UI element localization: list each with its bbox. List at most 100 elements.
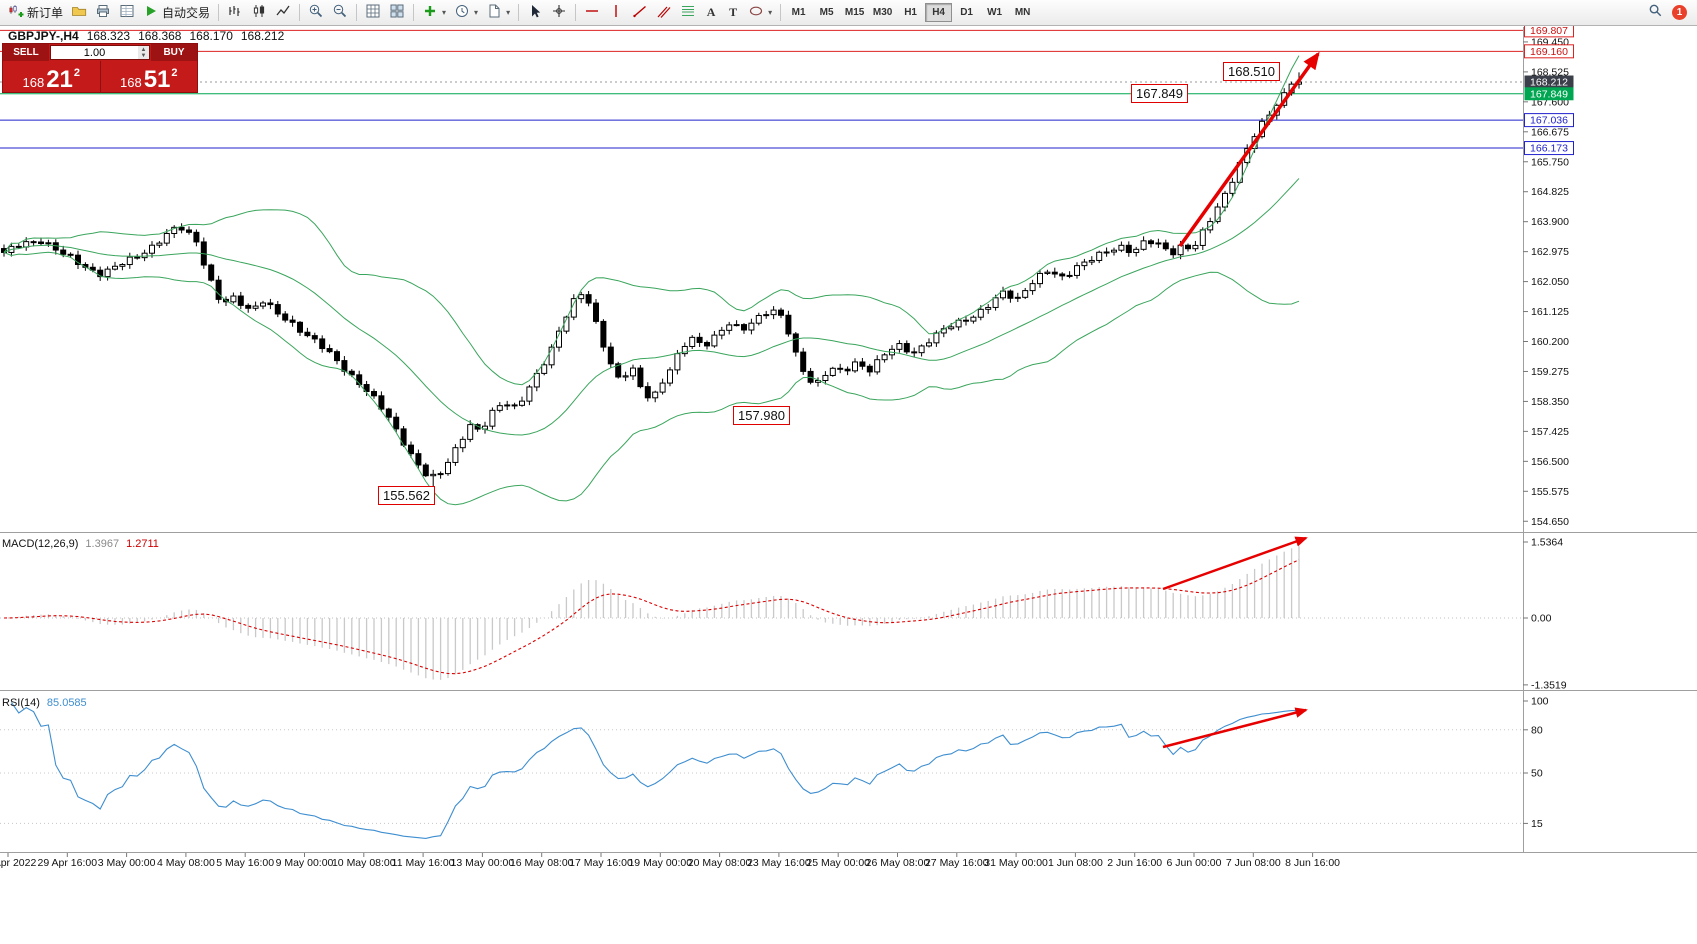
text-tool-button[interactable]: A <box>700 2 722 23</box>
channel-button[interactable] <box>652 2 676 23</box>
clock-icon <box>454 3 470 22</box>
fibonacci-button[interactable] <box>676 2 700 23</box>
print-icon <box>95 3 111 22</box>
price-annotation[interactable]: 168.510 <box>1223 62 1280 81</box>
price-annotation[interactable]: 155.562 <box>378 486 435 505</box>
zoom-out-button[interactable] <box>328 2 352 23</box>
buy-price[interactable]: 168 51 2 <box>99 61 198 93</box>
new-order-label: 新订单 <box>27 6 64 20</box>
timeframe-h4[interactable]: H4 <box>925 3 953 22</box>
indicators-icon <box>422 3 438 22</box>
horizontal-line-icon <box>584 3 600 22</box>
ohlc-close: 168.212 <box>240 29 285 43</box>
channel-icon <box>656 3 672 22</box>
autotrading-button[interactable]: 自动交易 <box>139 2 214 23</box>
buy-price-figure: 168 <box>119 74 142 90</box>
price-axis[interactable] <box>1523 27 1697 852</box>
macd-panel[interactable] <box>0 535 1523 688</box>
bar-chart-icon <box>227 3 243 22</box>
toolbar-separator <box>575 4 577 21</box>
search-icon[interactable] <box>1648 3 1663 23</box>
chevron-down-icon: ▾ <box>768 8 773 17</box>
tile-windows-button[interactable] <box>385 2 409 23</box>
volume-stepper[interactable]: ▲ ▼ <box>138 46 149 59</box>
indicators-button[interactable]: ▾ <box>418 2 450 23</box>
price-annotation[interactable]: 167.849 <box>1131 84 1188 103</box>
stepper-down-icon: ▼ <box>140 52 147 59</box>
zoom-in-icon <box>308 3 324 22</box>
vertical-line-button[interactable] <box>604 2 628 23</box>
volume-input[interactable] <box>51 46 138 59</box>
shapes-button[interactable]: ▾ <box>744 2 776 23</box>
chevron-down-icon: ▾ <box>506 8 511 17</box>
grid-button[interactable] <box>361 2 385 23</box>
timeframe-w1[interactable]: W1 <box>981 3 1008 22</box>
macd-indicator-label: MACD(12,26,9) 1.3967 1.2711 <box>2 538 159 550</box>
horizontal-line-button[interactable] <box>580 2 604 23</box>
main-chart-panel[interactable] <box>0 27 1523 530</box>
bar-chart-button[interactable] <box>223 2 247 23</box>
zoom-in-button[interactable] <box>304 2 328 23</box>
stepper-up-icon: ▲ <box>140 46 147 53</box>
crosshair-button[interactable] <box>547 2 571 23</box>
shapes-icon <box>748 3 764 22</box>
rsi-indicator-label: RSI(14) 85.0585 <box>2 697 87 709</box>
data-window-button[interactable] <box>115 2 139 23</box>
candlestick-chart-button[interactable] <box>247 2 271 23</box>
macd-signal-value: 1.2711 <box>126 538 159 550</box>
periods-button[interactable]: ▾ <box>450 2 482 23</box>
toolbar-separator <box>356 4 358 21</box>
buy-price-pips: 51 <box>143 65 171 93</box>
toolbar-separator <box>299 4 301 21</box>
profiles-button[interactable] <box>67 2 91 23</box>
ohlc-low: 168.170 <box>189 29 233 43</box>
timeframe-m30[interactable]: M30 <box>869 3 896 22</box>
timeframe-m15[interactable]: M15 <box>841 3 868 22</box>
trendline-icon <box>632 3 648 22</box>
crosshair-icon <box>551 3 567 22</box>
timeframe-m1[interactable]: M1 <box>785 3 812 22</box>
timeframe-mn[interactable]: MN <box>1009 3 1036 22</box>
price-annotation[interactable]: 157.980 <box>733 406 790 425</box>
line-chart-button[interactable] <box>271 2 295 23</box>
text-tool-icon: A <box>706 5 716 19</box>
sell-button[interactable]: SELL <box>3 44 49 61</box>
ohlc-open: 168.323 <box>86 29 131 43</box>
notification-badge[interactable]: 1 <box>1672 5 1687 20</box>
new-order-button[interactable]: 新订单 <box>4 2 67 23</box>
cursor-button[interactable] <box>523 2 547 23</box>
timeframe-d1[interactable]: D1 <box>953 3 980 22</box>
one-click-trading-panel: SELL ▲▼ BUY 168 21 2 168 51 2 <box>2 43 198 93</box>
candlestick-chart-icon <box>251 3 267 22</box>
tile-windows-icon <box>389 3 405 22</box>
autotrading-icon <box>143 3 159 22</box>
templates-button[interactable]: ▾ <box>482 2 514 23</box>
time-axis[interactable] <box>0 853 1697 871</box>
sell-price[interactable]: 168 21 2 <box>3 61 100 92</box>
macd-name: MACD(12,26,9) <box>2 538 79 550</box>
timeframe-h1[interactable]: H1 <box>897 3 924 22</box>
rsi-panel[interactable] <box>0 693 1523 851</box>
print-button[interactable] <box>91 2 115 23</box>
chevron-down-icon: ▾ <box>474 8 479 17</box>
buy-button[interactable]: BUY <box>151 44 197 61</box>
grid-icon <box>365 3 381 22</box>
symbol-period-label: GBPJPY-,H4 <box>8 29 79 43</box>
rsi-value: 85.0585 <box>46 697 87 709</box>
volume-box: ▲▼ <box>50 45 150 60</box>
autotrading-label: 自动交易 <box>162 6 211 20</box>
ohlc-high: 168.368 <box>138 29 182 43</box>
toolbar-right-group: 1 <box>1648 3 1693 23</box>
text-label-button[interactable]: T <box>722 2 744 23</box>
zoom-out-icon <box>332 3 348 22</box>
vertical-line-icon <box>608 3 624 22</box>
sell-price-figure: 168 <box>22 74 45 90</box>
text-label-icon: T <box>729 5 738 19</box>
timeframe-m5[interactable]: M5 <box>813 3 840 22</box>
trendline-button[interactable] <box>628 2 652 23</box>
toolbar-separator <box>518 4 520 21</box>
profiles-icon <box>71 3 87 22</box>
sell-price-pips: 21 <box>46 65 73 93</box>
toolbar: 新订单 自动交易 <box>0 0 1697 26</box>
